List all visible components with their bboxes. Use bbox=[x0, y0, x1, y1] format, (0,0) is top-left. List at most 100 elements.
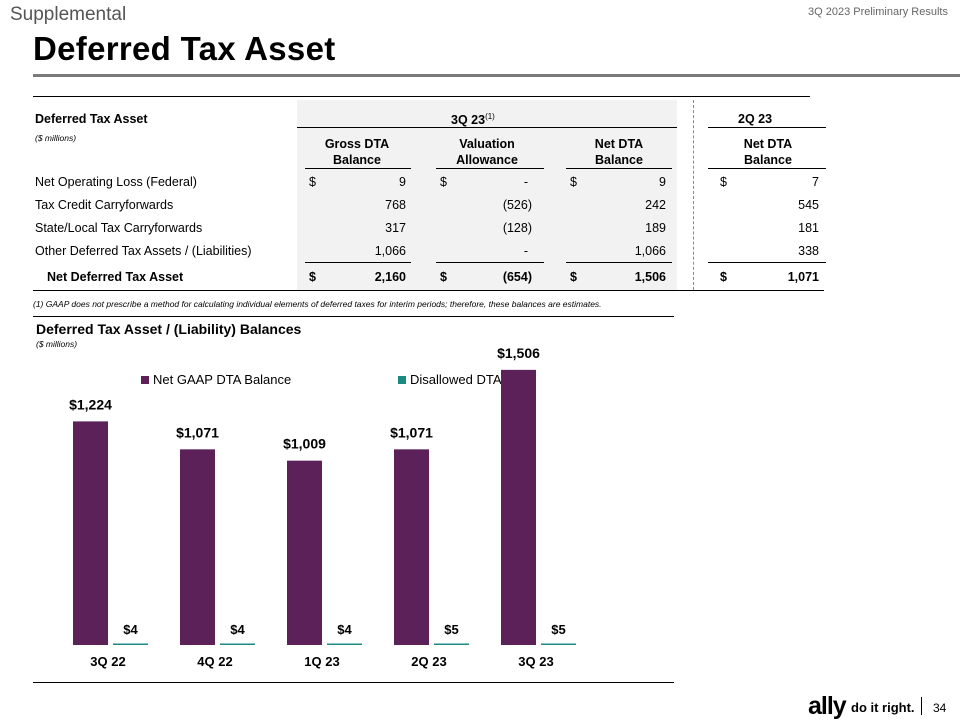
col-net-dta-rule bbox=[566, 168, 672, 169]
data-label-net-gaap: $1,071 bbox=[176, 424, 219, 440]
data-label-disallowed: $5 bbox=[444, 622, 458, 637]
table-cell: 1,066 bbox=[374, 244, 406, 258]
x-tick-label: 4Q 22 bbox=[197, 654, 232, 669]
col-gross-dta-line2: Balance bbox=[333, 153, 381, 167]
total-cell: 2,160 bbox=[374, 270, 406, 284]
section-label: Supplemental bbox=[10, 4, 127, 25]
table-bottom-rule bbox=[33, 290, 824, 291]
bar-disallowed bbox=[434, 643, 469, 645]
chart-title: Deferred Tax Asset / (Liability) Balance… bbox=[36, 321, 302, 337]
period-main-rule bbox=[297, 127, 677, 128]
legend-label: Net GAAP DTA Balance bbox=[153, 372, 292, 387]
dollar-sign: $ bbox=[570, 270, 577, 284]
legend-label: Disallowed DTA bbox=[410, 372, 502, 387]
col-prior-net-dta-line2: Balance bbox=[744, 153, 792, 167]
table-row-label: Net Operating Loss (Federal) bbox=[35, 175, 197, 189]
col-net-dta-line2: Balance bbox=[595, 153, 643, 167]
chart-subtitle: ($ millions) bbox=[36, 339, 78, 349]
data-label-disallowed: $4 bbox=[230, 622, 245, 637]
chart-top-rule bbox=[33, 316, 674, 317]
total-cell: 1,506 bbox=[634, 270, 666, 284]
dollar-sign: $ bbox=[309, 175, 316, 189]
table-cell: 242 bbox=[645, 198, 666, 212]
col-prior-net-dta-line1: Net DTA bbox=[743, 137, 793, 151]
dollar-sign: $ bbox=[440, 175, 447, 189]
period-main-header: 3Q 23(1) bbox=[451, 112, 495, 127]
chart-bottom-rule bbox=[33, 682, 674, 683]
col-prior-net-dta-rule bbox=[708, 168, 826, 169]
table-cell: 768 bbox=[385, 198, 406, 212]
period-prior-rule bbox=[708, 127, 826, 128]
x-tick-label: 2Q 23 bbox=[411, 654, 446, 669]
bar-disallowed bbox=[541, 643, 576, 645]
ally-logo: ally bbox=[808, 692, 847, 720]
bar-net-gaap bbox=[501, 369, 536, 645]
period-main-label: 3Q 23 bbox=[451, 113, 486, 128]
total-row-label: Net Deferred Tax Asset bbox=[47, 270, 184, 284]
table-cell: 9 bbox=[399, 175, 406, 189]
col-valuation-line2: Allowance bbox=[456, 153, 518, 167]
table-cell: 338 bbox=[798, 244, 819, 258]
col-prior-net-dta: Net DTA Balance bbox=[726, 136, 810, 168]
table-units: ($ millions) bbox=[35, 133, 77, 143]
x-tick-label: 1Q 23 bbox=[304, 654, 339, 669]
data-label-disallowed: $4 bbox=[337, 622, 352, 637]
tagline: do it right. bbox=[851, 700, 915, 715]
total-rule bbox=[436, 262, 544, 263]
page-number: 34 bbox=[933, 701, 947, 715]
page-title: Deferred Tax Asset bbox=[33, 30, 336, 67]
table-cell: 9 bbox=[659, 175, 666, 189]
table-footnote: (1) GAAP does not prescribe a method for… bbox=[33, 299, 602, 309]
table-heading: Deferred Tax Asset bbox=[35, 112, 148, 126]
dollar-sign: $ bbox=[720, 270, 727, 284]
table-cell: - bbox=[523, 244, 528, 258]
data-label-net-gaap: $1,224 bbox=[69, 396, 112, 412]
data-label-net-gaap: $1,071 bbox=[390, 424, 433, 440]
period-main-note: (1) bbox=[485, 112, 495, 121]
data-label-disallowed: $5 bbox=[551, 622, 565, 637]
col-gross-dta-line1: Gross DTA bbox=[324, 137, 390, 151]
legend-net-gaap: Net GAAP DTA Balance bbox=[141, 372, 291, 387]
bar-disallowed bbox=[113, 643, 148, 645]
data-label-net-gaap: $1,506 bbox=[497, 345, 540, 361]
total-rule bbox=[708, 262, 826, 263]
table-cell: 7 bbox=[812, 175, 819, 189]
title-divider bbox=[33, 74, 960, 77]
bar-net-gaap bbox=[180, 449, 215, 645]
bar-net-gaap bbox=[287, 460, 322, 645]
total-rule bbox=[566, 262, 672, 263]
x-tick-label: 3Q 23 bbox=[518, 654, 553, 669]
legend-swatch-icon bbox=[398, 375, 406, 384]
bar-disallowed bbox=[327, 643, 362, 645]
table-row-label: Other Deferred Tax Assets / (Liabilities… bbox=[35, 244, 252, 258]
footer-divider bbox=[921, 697, 922, 715]
current-period-band bbox=[297, 100, 677, 290]
period-prior-header: 2Q 23 bbox=[738, 112, 773, 126]
bar-net-gaap bbox=[394, 449, 429, 645]
total-rule bbox=[305, 262, 411, 263]
table-cell: 545 bbox=[798, 198, 819, 212]
legend-swatch-icon bbox=[141, 375, 149, 384]
dollar-sign: $ bbox=[440, 270, 447, 284]
table-cell: 189 bbox=[645, 221, 666, 235]
table-top-rule bbox=[33, 96, 810, 97]
table-cell: 317 bbox=[385, 221, 406, 235]
dollar-sign: $ bbox=[720, 175, 727, 189]
col-net-dta: Net DTA Balance bbox=[577, 136, 661, 168]
col-valuation-line1: Valuation bbox=[459, 137, 515, 151]
table-cell: 1,066 bbox=[634, 244, 666, 258]
table-cell: (128) bbox=[502, 221, 532, 235]
total-cell: (654) bbox=[502, 270, 532, 284]
total-cell: 1,071 bbox=[787, 270, 819, 284]
col-gross-dta: Gross DTA Balance bbox=[313, 136, 401, 168]
table-cell: - bbox=[523, 175, 528, 189]
dollar-sign: $ bbox=[309, 270, 316, 284]
dollar-sign: $ bbox=[570, 175, 577, 189]
period-separator bbox=[693, 100, 694, 290]
table-cell: 181 bbox=[798, 221, 819, 235]
col-valuation: Valuation Allowance bbox=[442, 136, 532, 168]
col-valuation-rule bbox=[436, 168, 544, 169]
legend-disallowed: Disallowed DTA bbox=[398, 372, 502, 387]
table-row-label: State/Local Tax Carryforwards bbox=[35, 221, 203, 235]
